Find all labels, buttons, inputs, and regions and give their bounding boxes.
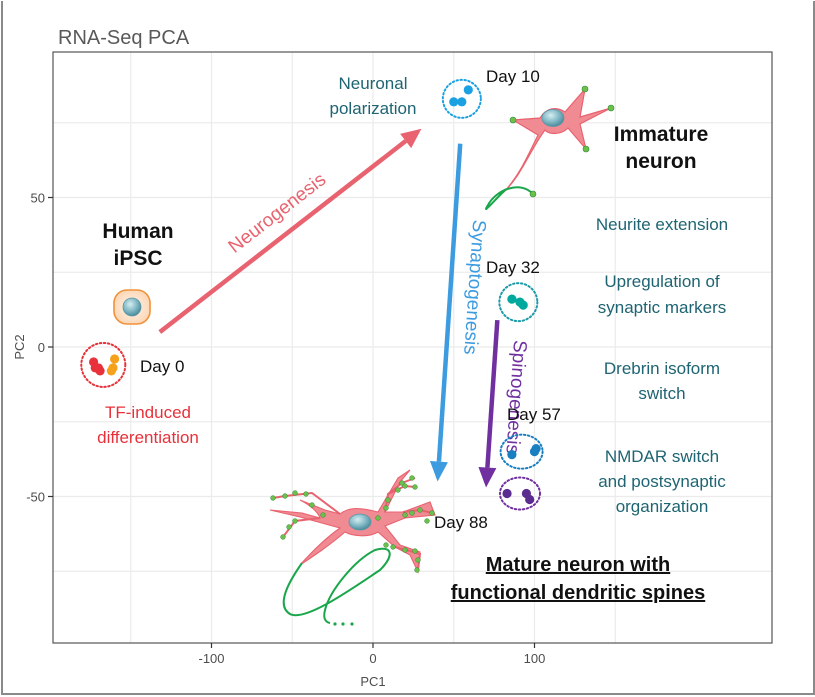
arrow-shaft — [158, 139, 408, 334]
day-10-label: Day 10 — [486, 67, 540, 86]
group-circle — [80, 341, 127, 388]
x-tick-label: 0 — [369, 651, 376, 666]
data-point — [507, 450, 517, 460]
arrow-shaft — [485, 319, 500, 468]
mature-neuron-illustration — [269, 469, 436, 626]
tf-induced-label-1: TF-induced — [105, 403, 191, 422]
upregulation-label-2: synaptic markers — [598, 298, 726, 317]
day-88-label: Day 88 — [434, 513, 488, 532]
group-circle — [499, 433, 544, 470]
spine — [409, 475, 415, 481]
spine — [412, 484, 418, 490]
sample-group-circles — [80, 78, 544, 511]
arrow-head — [400, 128, 422, 149]
y-tick-label: 0 — [38, 340, 45, 355]
human-ipsc-label-2: iPSC — [113, 247, 162, 270]
spine — [383, 542, 389, 548]
tf-induced-label-2: differentiation — [97, 428, 199, 447]
spine — [292, 490, 298, 496]
data-point — [531, 444, 541, 454]
y-tick-label: 50 — [31, 191, 45, 206]
spine — [385, 497, 391, 503]
spine — [375, 515, 381, 521]
mature-neuron-label-1: Mature neuron with — [486, 554, 670, 576]
spine — [402, 483, 408, 489]
spine — [415, 557, 421, 563]
chart-title: RNA-Seq PCA — [58, 27, 190, 49]
spine — [409, 510, 415, 516]
spine — [320, 512, 326, 518]
spine — [417, 507, 423, 513]
immature-neuron-illustration — [485, 85, 615, 210]
spine — [309, 502, 315, 508]
spine — [270, 495, 276, 501]
neuronal-polarization-label-1: Neuronal — [339, 74, 408, 93]
neurite-extension-label: Neurite extension — [596, 215, 728, 234]
data-point — [90, 363, 100, 373]
day-0-label: Day 0 — [140, 357, 184, 376]
group-circle — [498, 282, 539, 323]
y-tick-label: -50 — [26, 490, 45, 505]
immature-neuron-label-2: neuron — [625, 150, 696, 173]
immature-neuron-label-1: Immature — [614, 123, 709, 146]
grid-lines — [53, 52, 772, 643]
data-point — [449, 97, 459, 107]
y-axis: 50 0 -50 — [26, 191, 53, 505]
spine — [402, 547, 408, 553]
sample-points — [89, 85, 541, 505]
spine — [282, 493, 288, 499]
arrow-head — [478, 466, 497, 488]
data-point — [110, 354, 120, 364]
day-57-label: Day 57 — [507, 405, 561, 424]
spine — [414, 567, 420, 573]
spine — [424, 518, 430, 524]
spine — [390, 544, 396, 550]
spine — [280, 534, 286, 540]
spine — [286, 524, 292, 530]
ipsc-cell-illustration — [113, 289, 151, 325]
nmdar-label-3: organization — [616, 497, 709, 516]
nmdar-label-2: and postsynaptic — [598, 472, 726, 491]
arrow-shaft — [436, 143, 463, 462]
group-circle — [498, 476, 541, 511]
spine — [292, 518, 298, 524]
x-axis-title: PC1 — [360, 674, 385, 689]
mature-neuron-label-2: functional dendritic spines — [451, 582, 705, 604]
spine — [412, 548, 418, 554]
dendritic-spines — [270, 475, 435, 573]
arrow-head — [429, 460, 448, 482]
x-tick-label: 100 — [524, 651, 546, 666]
neuronal-polarization-label-2: polarization — [330, 99, 417, 118]
spine — [383, 505, 389, 511]
y-axis-title: PC2 — [12, 334, 27, 359]
spine — [303, 491, 309, 497]
day-32-label: Day 32 — [486, 258, 540, 277]
data-point — [507, 294, 517, 304]
x-tick-label: -100 — [198, 651, 224, 666]
upregulation-label-1: Upregulation of — [604, 272, 720, 291]
data-point — [106, 366, 116, 376]
spine — [402, 512, 408, 518]
data-point — [518, 300, 528, 310]
drebrin-label-2: switch — [638, 384, 685, 403]
data-point — [525, 494, 535, 505]
drebrin-label-1: Drebrin isoform — [604, 359, 720, 378]
data-point — [457, 97, 467, 107]
data-point — [502, 488, 512, 499]
spine — [395, 487, 401, 493]
data-point — [463, 85, 473, 95]
annotations: Human iPSC Day 0 TF-induced differentiat… — [97, 67, 728, 604]
spine — [429, 510, 435, 516]
x-axis: -100 0 100 — [198, 643, 545, 666]
group-circle — [441, 78, 482, 119]
human-ipsc-label-1: Human — [102, 220, 173, 243]
nmdar-label-1: NMDAR switch — [605, 447, 719, 466]
